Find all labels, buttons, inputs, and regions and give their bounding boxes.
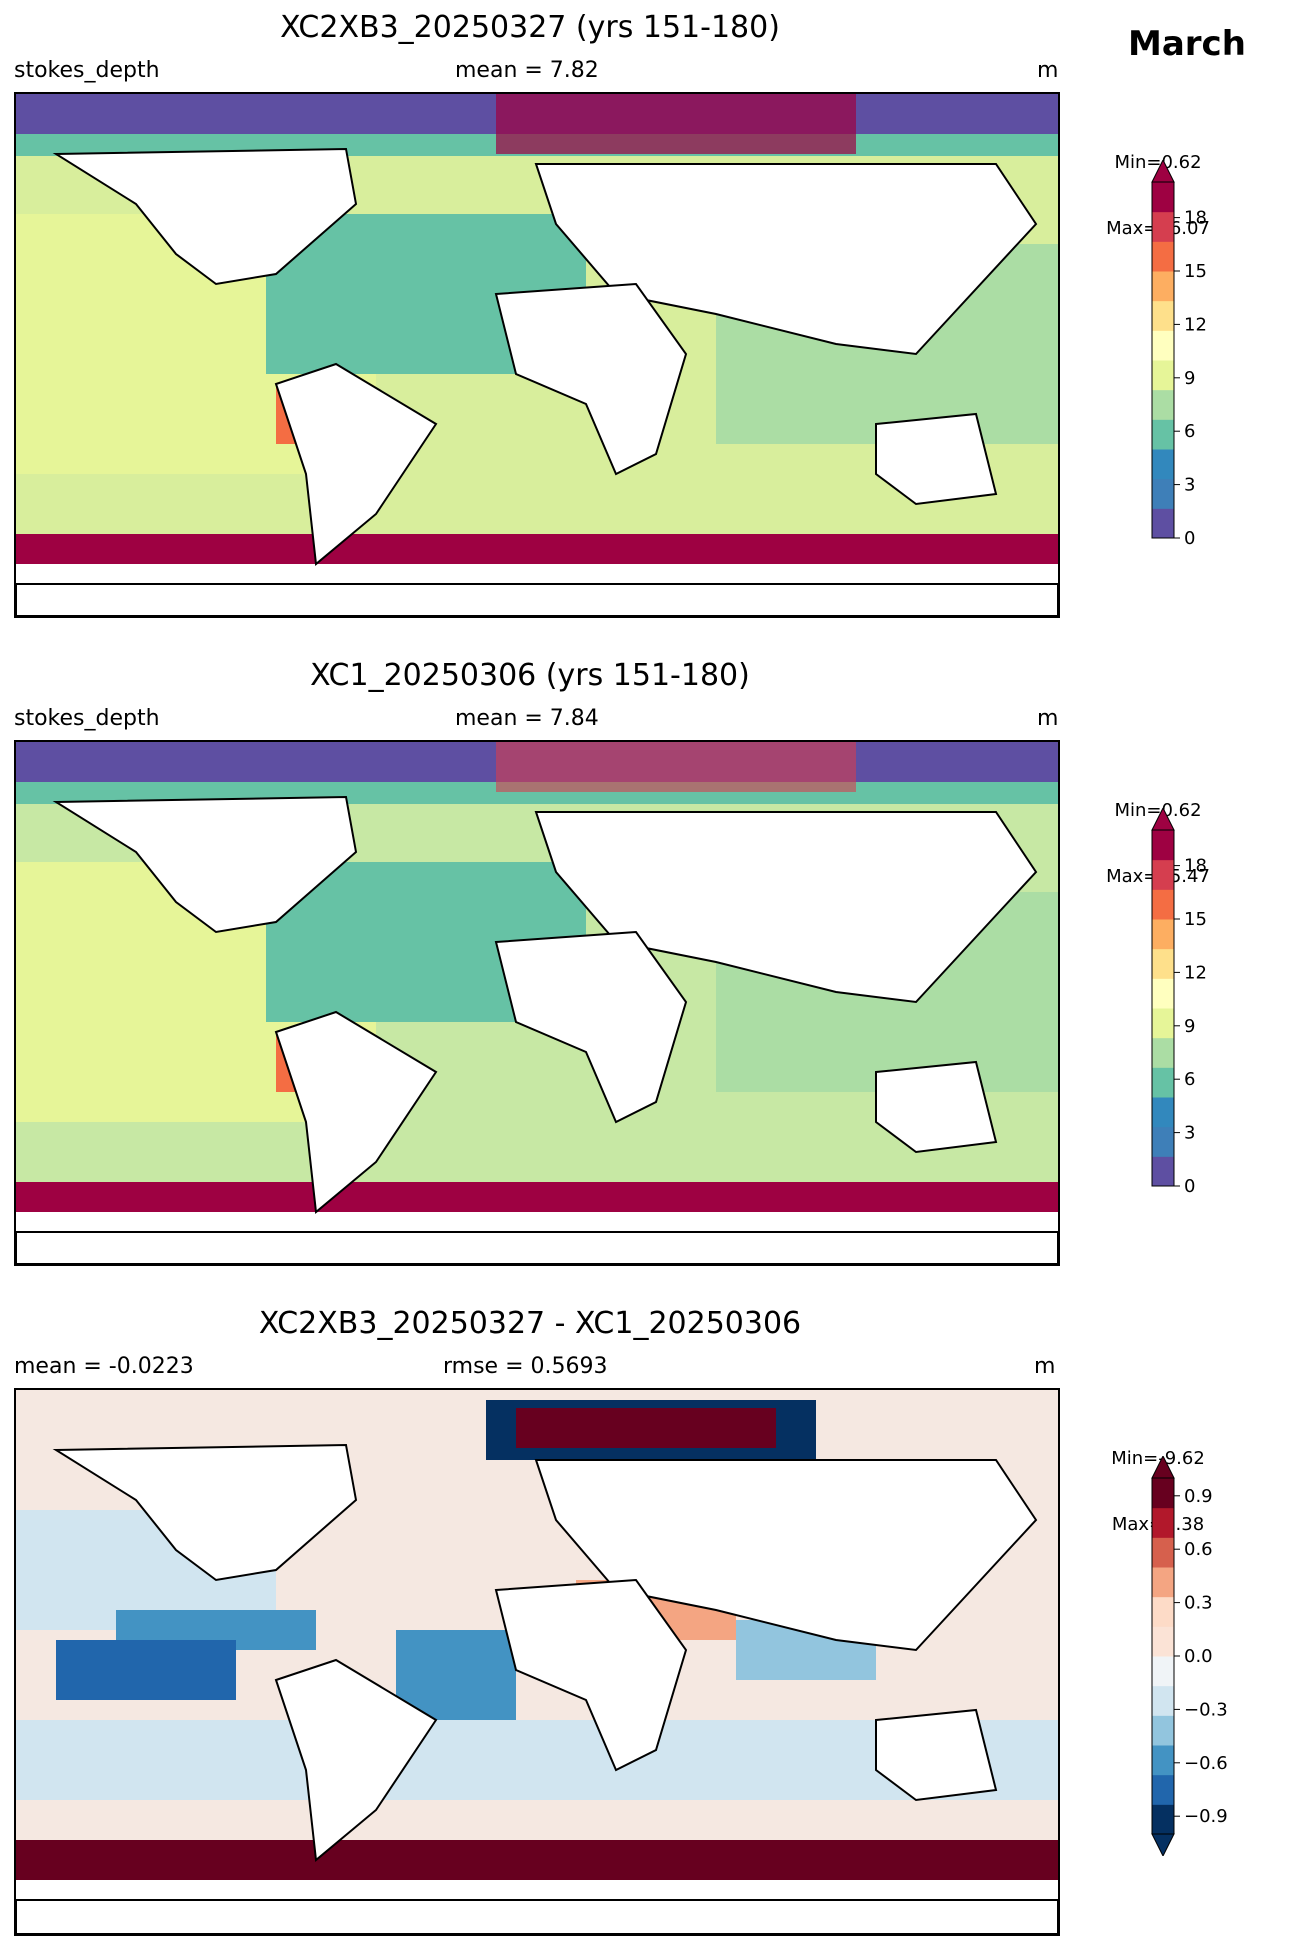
- panel2-mean-label: mean = 7.84: [455, 706, 599, 731]
- colorbar-segment: [1152, 478, 1174, 509]
- panel3-map: [14, 1388, 1060, 1936]
- colorbar-segment: [1152, 1745, 1174, 1776]
- colorbar-tick-label: 0.3: [1184, 1593, 1213, 1614]
- colorbar-tick-label: 0: [1184, 1176, 1195, 1197]
- colorbar-segment: [1152, 1656, 1174, 1687]
- colorbar-segment: [1152, 271, 1174, 302]
- colorbar-frame: [1151, 181, 1175, 539]
- panel3-mean-label: mean = -0.0223: [14, 1354, 194, 1379]
- colorbar-extend-max: [1151, 158, 1175, 183]
- colorbar-tick-label: −0.9: [1184, 1806, 1228, 1827]
- colorbar-segment: [1152, 919, 1174, 950]
- panel1-colorbar: 0 3 6 9 12 15 18: [1140, 158, 1230, 560]
- colorbar-tick-label: −0.6: [1184, 1753, 1228, 1774]
- colorbar-segment: [1152, 978, 1174, 1009]
- colorbar-tick-label: 18: [1184, 856, 1207, 877]
- colorbar-extend-max: [1151, 806, 1175, 831]
- colorbar-segment: [1152, 389, 1174, 420]
- panel1-unit-label: m: [1037, 58, 1059, 83]
- colorbar-segment: [1152, 1715, 1174, 1746]
- colorbar-segment: [1152, 1596, 1174, 1627]
- colorbar-segment: [1152, 182, 1174, 213]
- colorbar-segment: [1152, 1685, 1174, 1716]
- panel3-colorbar-min: Min=-9.62: [1111, 1448, 1205, 1469]
- colorbar-segment: [1152, 859, 1174, 890]
- panel2-colorbar: 0 3 6 9 12 15 18: [1140, 806, 1230, 1208]
- colorbar-segment: [1152, 1097, 1174, 1128]
- panel3-colorbar: −0.9 −0.6 −0.3 0.0 0.3 0.6 0.9: [1140, 1454, 1230, 1858]
- colorbar-tick-label: 3: [1184, 1123, 1195, 1144]
- colorbar-segment: [1152, 449, 1174, 480]
- panel2-title: XC1_20250306 (yrs 151-180): [310, 658, 750, 693]
- colorbar-tick-label: 6: [1184, 1069, 1195, 1090]
- colorbar-segment: [1152, 211, 1174, 242]
- colorbar-svg: −0.9 −0.6 −0.3 0.0 0.3 0.6 0.9: [1151, 1454, 1228, 1858]
- colorbar-segment: [1152, 1156, 1174, 1187]
- colorbar-tick-label: 0.6: [1184, 1539, 1213, 1560]
- colorbar-segment: [1152, 1537, 1174, 1568]
- colorbar-tick-label: 12: [1184, 314, 1207, 335]
- colorbar-segment: [1152, 360, 1174, 391]
- colorbar-segment: [1152, 889, 1174, 920]
- colorbar-extend-max: [1151, 1454, 1175, 1479]
- colorbar-tick-label: 9: [1184, 368, 1195, 389]
- colorbar-segment: [1152, 1804, 1174, 1835]
- colorbar-segment: [1152, 1507, 1174, 1538]
- colorbar-segment: [1152, 508, 1174, 539]
- colorbar-tick-label: 15: [1184, 261, 1207, 282]
- colorbar-tick-label: 18: [1184, 208, 1207, 229]
- colorbar-tick-label: 0.0: [1184, 1646, 1213, 1667]
- panel2-unit-label: m: [1037, 706, 1059, 731]
- panel1-map: [14, 92, 1060, 618]
- colorbar-segment: [1152, 241, 1174, 272]
- colorbar-segment: [1152, 1567, 1174, 1598]
- colorbar-segment: [1152, 419, 1174, 450]
- panel3-unit-label: m: [1034, 1354, 1056, 1379]
- colorbar-segment: [1152, 948, 1174, 979]
- colorbar-tick-label: 15: [1184, 909, 1207, 930]
- panel3-rmse-label: rmse = 0.5693: [443, 1354, 608, 1379]
- colorbar-segment: [1152, 1126, 1174, 1157]
- colorbar-segment: [1152, 1067, 1174, 1098]
- colorbar-tick-label: 0: [1184, 528, 1195, 549]
- colorbar-svg: 0 3 6 9 12 15 18: [1151, 806, 1207, 1197]
- colorbar-segment: [1152, 1626, 1174, 1657]
- colorbar-tick-label: 6: [1184, 421, 1195, 442]
- colorbar-segment: [1152, 1008, 1174, 1039]
- colorbar-tick-label: 12: [1184, 962, 1207, 983]
- figure-month-label: March: [1128, 24, 1246, 64]
- colorbar-tick-label: −0.3: [1184, 1699, 1228, 1720]
- colorbar-tick-label: 3: [1184, 475, 1195, 496]
- panel1-mean-label: mean = 7.82: [455, 58, 599, 83]
- colorbar-segment: [1152, 1478, 1174, 1509]
- panel2-map: [14, 740, 1060, 1266]
- colorbar-segment: [1152, 1774, 1174, 1805]
- panel1-colorbar-min: Min=0.62: [1114, 152, 1202, 173]
- panel1-variable-label: stokes_depth: [14, 58, 160, 83]
- colorbar-tick-label: 0.9: [1184, 1486, 1213, 1507]
- colorbar-svg: 0 3 6 9 12 15 18: [1151, 158, 1207, 549]
- colorbar-extend-min: [1151, 1833, 1175, 1858]
- panel1-title: XC2XB3_20250327 (yrs 151-180): [280, 10, 780, 45]
- colorbar-segment: [1152, 330, 1174, 361]
- panel2-variable-label: stokes_depth: [14, 706, 160, 731]
- colorbar-tick-label: 9: [1184, 1016, 1195, 1037]
- colorbar-frame: [1151, 829, 1175, 1187]
- colorbar-segment: [1152, 830, 1174, 861]
- panel2-colorbar-min: Min=0.62: [1114, 800, 1202, 821]
- colorbar-segment: [1152, 1037, 1174, 1068]
- colorbar-segment: [1152, 300, 1174, 331]
- panel3-title: XC2XB3_20250327 - XC1_20250306: [258, 1306, 802, 1341]
